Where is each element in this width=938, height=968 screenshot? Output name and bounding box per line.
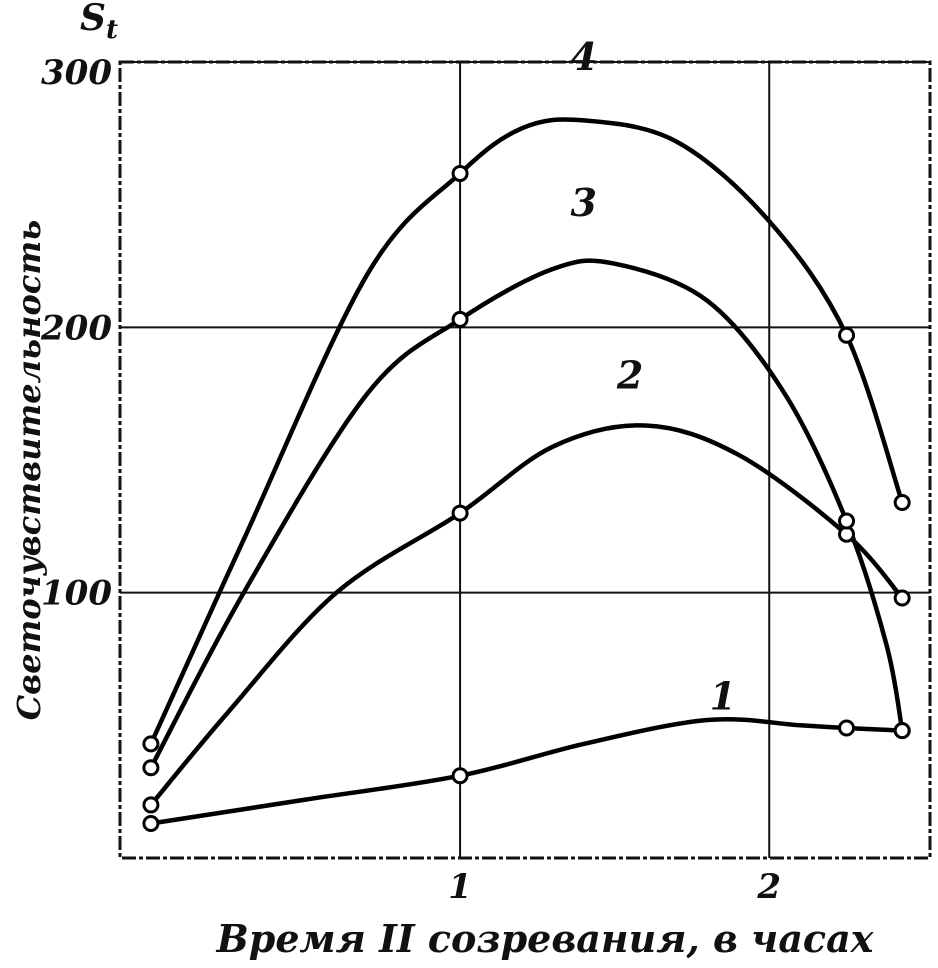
- series-3-point-2: [838, 512, 856, 530]
- x-tick-label-2: 2: [756, 867, 781, 907]
- grid-layer: [120, 61, 930, 858]
- series-1-point-2: [838, 719, 856, 737]
- series-label-2: 2: [616, 352, 643, 397]
- series-4-point-2: [838, 326, 856, 344]
- series-3-point-3: [893, 722, 911, 740]
- series-line-4: [148, 117, 905, 747]
- series-4-point-1: [451, 164, 469, 182]
- series-4-point-0: [142, 735, 160, 753]
- series-label-4: 4: [571, 34, 597, 79]
- series-2-point-3: [893, 589, 911, 607]
- series-label-3: 3: [571, 180, 597, 225]
- series-2-point-0: [142, 796, 160, 814]
- series-3-point-1: [451, 310, 469, 328]
- series-line-1: [148, 716, 905, 826]
- series-line-2: [148, 423, 905, 808]
- x-tick-label-1: 1: [448, 867, 472, 907]
- series-line-3: [148, 258, 905, 771]
- y-tick-label-300: 300: [41, 53, 112, 93]
- series-1-point-1: [451, 767, 469, 785]
- y-symbol-main: S: [80, 0, 106, 39]
- y-axis-title: Светочувствительность: [10, 220, 48, 721]
- plot-frame: [118, 60, 932, 860]
- curve-layer: [148, 117, 905, 826]
- series-3-point-0: [142, 759, 160, 777]
- y-tick-label-200: 200: [40, 308, 112, 348]
- series-4-point-3: [893, 493, 911, 511]
- y-symbol-sub: t: [106, 15, 118, 45]
- series-1-point-0: [142, 815, 160, 833]
- point-layer: [142, 164, 911, 833]
- y-tick-label-100: 100: [41, 574, 112, 614]
- label-layer: 1 2 100 200 300 1 2 3 4: [40, 34, 781, 907]
- y-axis-symbol: St: [80, 0, 118, 45]
- series-label-1: 1: [710, 673, 736, 718]
- series-2-point-1: [451, 504, 469, 522]
- x-axis-title: Время II созревания, в часах: [216, 916, 875, 961]
